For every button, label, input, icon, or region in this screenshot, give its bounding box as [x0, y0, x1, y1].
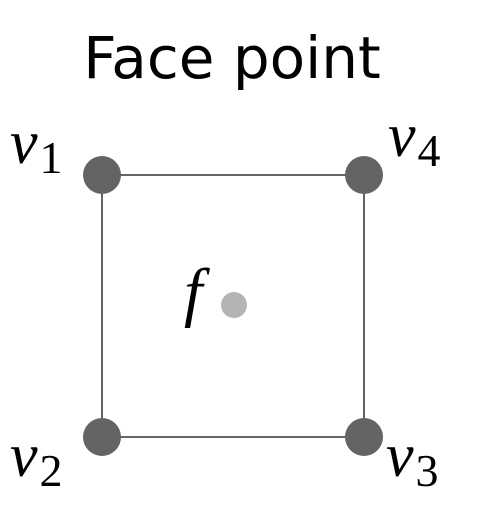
- vertex-label-v1-sub: 1: [40, 132, 63, 183]
- vertex-label-v3-sub: 3: [416, 445, 439, 496]
- vertex-label-v3-base: v: [386, 422, 414, 490]
- vertex-label-v1: v1: [10, 109, 63, 183]
- vertex-label-v3: v3: [386, 422, 439, 496]
- vertex-label-v4-base: v: [388, 102, 416, 170]
- vertex-label-v4: v4: [388, 102, 441, 176]
- vertex-point-v2: [83, 418, 121, 456]
- vertex-label-v4-sub: 4: [418, 125, 441, 176]
- vertex-point-v1: [83, 156, 121, 194]
- face-point-dot: [221, 292, 247, 318]
- vertex-point-v3: [345, 418, 383, 456]
- vertex-label-v2-sub: 2: [40, 445, 63, 496]
- diagram-title: Face point: [83, 24, 381, 92]
- vertex-label-v1-base: v: [10, 109, 38, 177]
- vertex-label-v2: v2: [10, 422, 63, 496]
- vertex-label-v2-base: v: [10, 422, 38, 490]
- vertex-point-v4: [345, 156, 383, 194]
- face-point-label: f: [184, 256, 210, 329]
